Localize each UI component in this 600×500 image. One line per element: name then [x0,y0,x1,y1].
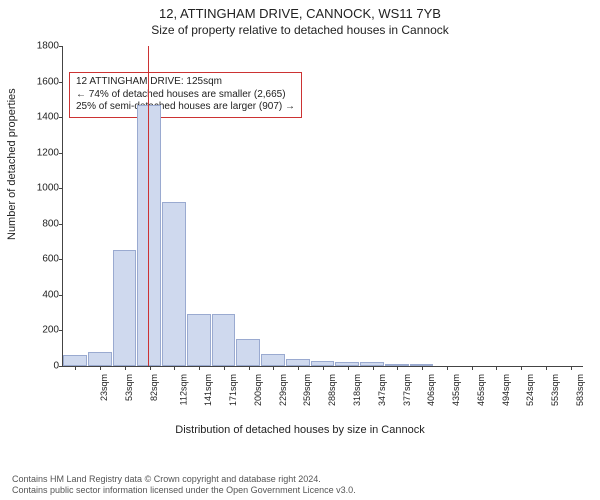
x-tick-mark [150,366,151,370]
page-subtitle: Size of property relative to detached ho… [0,21,600,37]
histogram-bar [286,359,310,366]
page-title: 12, ATTINGHAM DRIVE, CANNOCK, WS11 7YB [0,0,600,21]
x-tick-label: 53sqm [124,374,134,401]
annotation-line: 12 ATTINGHAM DRIVE: 125sqm [76,76,295,89]
chart-container: Number of detached properties 12 ATTINGH… [0,40,600,440]
x-tick-mark [323,366,324,370]
marker-line [148,46,149,366]
histogram-bar [261,354,285,366]
y-tick-label: 800 [25,218,59,229]
x-tick-mark [199,366,200,370]
footer-attribution: Contains HM Land Registry data © Crown c… [12,474,356,496]
x-tick-label: 377sqm [402,374,412,406]
x-tick-mark [472,366,473,370]
histogram-bar [187,314,211,366]
x-tick-label: 288sqm [327,374,337,406]
x-tick-label: 553sqm [550,374,560,406]
x-tick-mark [174,366,175,370]
x-tick-mark [75,366,76,370]
y-tick-mark [59,82,63,83]
annotation-box: 12 ATTINGHAM DRIVE: 125sqm← 74% of detac… [69,72,302,118]
x-tick-label: 347sqm [377,374,387,406]
y-tick-mark [59,295,63,296]
y-tick-label: 1800 [25,41,59,52]
footer-line-2: Contains public sector information licen… [12,485,356,496]
x-tick-label: 435sqm [451,374,461,406]
x-tick-label: 112sqm [178,374,188,405]
y-tick-label: 1600 [25,76,59,87]
histogram-bar [212,314,236,366]
x-tick-mark [249,366,250,370]
y-tick-mark [59,366,63,367]
x-tick-label: 229sqm [278,374,288,406]
x-tick-label: 23sqm [99,374,109,401]
y-tick-mark [59,153,63,154]
y-tick-label: 1400 [25,112,59,123]
y-tick-label: 400 [25,289,59,300]
histogram-bar [88,352,112,366]
x-tick-label: 200sqm [253,374,263,406]
annotation-line: 25% of semi-detached houses are larger (… [76,101,295,114]
x-tick-mark [348,366,349,370]
y-tick-mark [59,259,63,260]
x-tick-mark [571,366,572,370]
x-tick-label: 494sqm [501,374,511,406]
y-tick-mark [59,188,63,189]
x-tick-label: 524sqm [525,374,535,406]
x-axis-label: Distribution of detached houses by size … [0,424,600,436]
x-tick-mark [422,366,423,370]
y-tick-label: 0 [25,361,59,372]
histogram-bar [236,339,260,366]
x-tick-mark [546,366,547,370]
plot-area: 12 ATTINGHAM DRIVE: 125sqm← 74% of detac… [62,46,583,367]
y-tick-label: 1200 [25,147,59,158]
x-tick-mark [298,366,299,370]
x-tick-label: 406sqm [426,374,436,406]
x-tick-mark [224,366,225,370]
y-axis-label: Number of detached properties [6,88,18,240]
y-tick-mark [59,224,63,225]
y-tick-label: 1000 [25,183,59,194]
x-tick-label: 583sqm [575,374,585,406]
x-tick-label: 171sqm [228,374,238,406]
x-tick-mark [447,366,448,370]
histogram-bar [113,250,137,366]
y-tick-mark [59,330,63,331]
x-tick-mark [373,366,374,370]
footer-line-1: Contains HM Land Registry data © Crown c… [12,474,356,485]
x-tick-label: 141sqm [203,374,213,406]
histogram-bar [63,355,87,366]
x-tick-mark [521,366,522,370]
y-tick-mark [59,117,63,118]
x-tick-mark [100,366,101,370]
x-tick-label: 82sqm [149,374,159,401]
y-tick-label: 600 [25,254,59,265]
x-tick-mark [273,366,274,370]
x-tick-mark [397,366,398,370]
histogram-bar [162,202,186,366]
x-tick-mark [125,366,126,370]
x-tick-mark [496,366,497,370]
y-tick-label: 200 [25,325,59,336]
x-tick-label: 465sqm [476,374,486,406]
annotation-line: ← 74% of detached houses are smaller (2,… [76,89,295,102]
y-tick-mark [59,46,63,47]
x-tick-label: 259sqm [303,374,313,406]
x-tick-label: 318sqm [352,374,362,406]
